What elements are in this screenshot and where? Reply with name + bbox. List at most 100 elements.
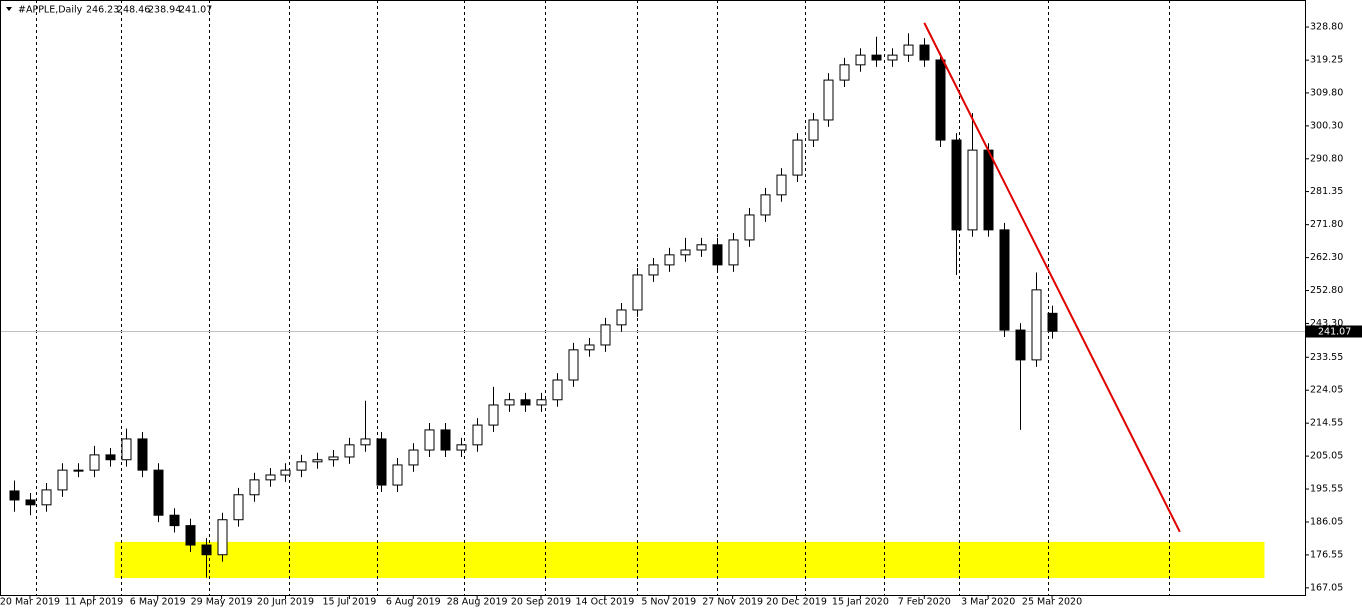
candle-body — [344, 444, 355, 458]
candle-body — [680, 249, 691, 256]
candle-body — [121, 438, 132, 461]
candle-body — [648, 264, 659, 276]
x-tick-label: 5 Nov 2019 — [641, 597, 696, 608]
candle-body — [520, 399, 531, 406]
candle-body — [616, 309, 627, 326]
candle-body — [792, 139, 803, 176]
header-low: 238.94 — [148, 5, 181, 16]
candle-body — [999, 229, 1010, 331]
candle-body — [887, 54, 898, 61]
candle-body — [296, 461, 307, 471]
candle-body — [744, 214, 755, 241]
header-high: 248.46 — [117, 5, 150, 16]
candle-body — [1047, 312, 1058, 332]
y-tick-label: 271.80 — [1310, 219, 1343, 230]
candle-body — [632, 274, 643, 311]
candle-body — [712, 244, 723, 266]
foreground-layer: 328.80 319.25 309.80 300.30 290.80 281.35 271.… — [0, 22, 1362, 608]
candle-body — [951, 139, 962, 231]
x-tick-label: 15 Jul 2019 — [322, 597, 376, 608]
y-tick-label: 328.80 — [1310, 22, 1343, 33]
plot-frame — [0, 0, 1306, 596]
candle-body — [903, 44, 914, 56]
y-tick-label: 243.30 — [1310, 318, 1343, 329]
candle-body — [440, 429, 451, 451]
y-tick-label: 205.05 — [1310, 451, 1343, 462]
candle-body — [1015, 329, 1026, 361]
candle-body — [312, 459, 323, 463]
candle-body — [328, 456, 339, 461]
candle-body — [25, 499, 36, 506]
y-tick-label: 262.30 — [1310, 252, 1343, 263]
x-tick-label: 3 Mar 2020 — [961, 597, 1015, 608]
x-tick-label: 27 Nov 2019 — [702, 597, 763, 608]
y-tick-label: 214.55 — [1310, 418, 1343, 429]
candle-body — [568, 349, 579, 381]
candle-body — [408, 449, 419, 466]
y-tick-label: 290.80 — [1310, 153, 1343, 164]
candle-body — [472, 424, 483, 446]
candle-body — [919, 44, 930, 61]
header-close: 241.07 — [179, 5, 212, 16]
y-tick-label: 233.55 — [1310, 352, 1343, 363]
candle-body — [280, 469, 291, 476]
header-arrow — [6, 7, 12, 11]
candle-body — [265, 474, 276, 481]
y-tick-label: 319.25 — [1310, 55, 1343, 66]
trendline — [923, 22, 1181, 533]
x-tick-label: 14 Oct 2019 — [576, 597, 635, 608]
header-open: 246.23 — [86, 5, 119, 16]
x-tick-label: 11 Apr 2019 — [64, 597, 123, 608]
x-tick-label: 20 Jun 2019 — [257, 597, 314, 608]
candle-body — [57, 469, 68, 491]
x-tick-label: 20 Dec 2019 — [766, 597, 827, 608]
candle-body — [600, 324, 611, 346]
candle-body — [760, 194, 771, 216]
candle-body — [360, 438, 371, 446]
candle-body — [217, 519, 228, 556]
candle-body — [728, 239, 739, 266]
y-tick-label: 252.80 — [1310, 285, 1343, 296]
candle-body — [808, 119, 819, 141]
y-tick-label: 167.05 — [1310, 582, 1343, 593]
candle-body — [504, 399, 515, 406]
candle-body — [9, 490, 20, 501]
x-tick-label: 6 Aug 2019 — [386, 597, 441, 608]
candle-body — [552, 379, 563, 401]
candle-body — [1031, 289, 1042, 361]
candle-body — [424, 429, 435, 451]
symbol-label: #APPLE,Daily — [18, 5, 83, 16]
y-tick-label: 195.55 — [1310, 484, 1343, 495]
candle-body — [584, 344, 595, 351]
candle-body — [536, 399, 547, 406]
data-layer — [9, 33, 1058, 578]
candle-body — [967, 149, 978, 231]
x-tick-label: 28 Aug 2019 — [447, 597, 508, 608]
candle-body — [871, 54, 882, 61]
y-tick-label: 309.80 — [1310, 87, 1343, 98]
candle-body — [41, 489, 52, 506]
candle-body — [169, 514, 180, 527]
zone — [114, 541, 1265, 578]
candle-body — [89, 454, 100, 471]
y-tick-label: 281.35 — [1310, 186, 1343, 197]
candle-body — [839, 64, 850, 81]
candle-body — [153, 469, 164, 516]
y-tick-label: 176.55 — [1310, 549, 1343, 560]
background-layer — [0, 0, 1309, 599]
candle-body — [137, 438, 148, 471]
x-tick-label: 20 Mar 2019 — [0, 597, 60, 608]
x-tick-label: 7 Feb 2020 — [898, 597, 951, 608]
y-tick-label: 186.05 — [1310, 516, 1343, 527]
y-tick-label: 300.30 — [1310, 120, 1343, 131]
candle-body — [776, 174, 787, 196]
price-label-box — [1306, 325, 1362, 338]
candle-body — [105, 454, 116, 461]
candle-body — [823, 79, 834, 121]
candle-body — [488, 404, 499, 426]
x-tick-label: 20 Sep 2019 — [511, 597, 571, 608]
candle-body — [456, 444, 467, 451]
candle-body — [249, 479, 260, 496]
candle-body — [201, 544, 212, 556]
